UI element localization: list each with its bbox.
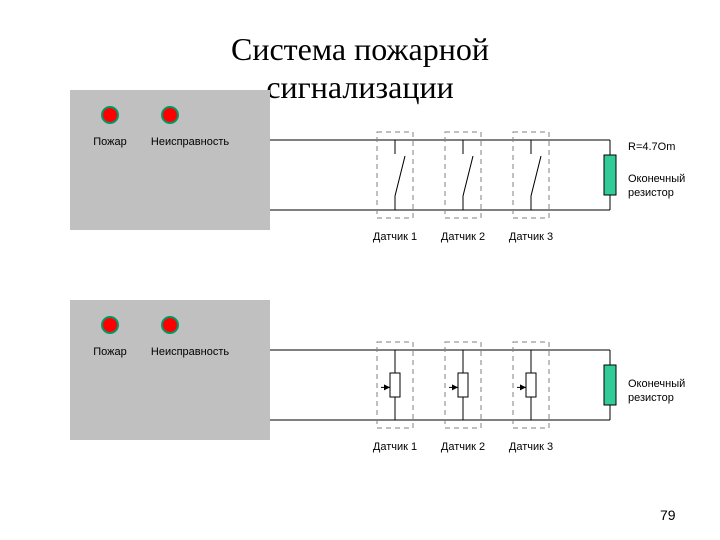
sensor2-body-3	[526, 373, 536, 397]
sensor1-label-1: Датчик 1	[373, 231, 417, 243]
page-number: 79	[660, 507, 676, 523]
sensor2-arrow-3	[520, 384, 526, 390]
sensor1-label-2: Датчик 2	[441, 231, 485, 243]
sensor1-switch-3	[531, 156, 541, 196]
end-resistor-label-2a: Оконечный	[628, 378, 685, 390]
sensor2-label-3: Датчик 3	[509, 441, 553, 453]
sensor2-arrow-1	[384, 384, 390, 390]
fault-label-2: Неисправность	[151, 346, 229, 358]
fault-led-2	[162, 317, 178, 333]
sensor2-label-1: Датчик 1	[373, 441, 417, 453]
sensor2-arrow-2	[452, 384, 458, 390]
sensor1-label-3: Датчик 3	[509, 231, 553, 243]
sensor1-switch-2	[463, 156, 473, 196]
fire-led-2	[102, 317, 118, 333]
end-resistor-label-1a: Оконечный	[628, 173, 685, 185]
fault-label-1: Неисправность	[151, 136, 229, 148]
resistor-value-label: R=4.7Om	[628, 141, 675, 153]
fault-led-1	[162, 107, 178, 123]
title-line2: сигнализации	[266, 69, 453, 105]
end-resistor-label-2b: резистор	[628, 392, 674, 404]
sensor2-label-2: Датчик 2	[441, 441, 485, 453]
end-resistor-1	[604, 155, 616, 195]
fire-label-1: Пожар	[93, 136, 127, 148]
sensor1-switch-1	[395, 156, 405, 196]
end-resistor-2	[604, 365, 616, 405]
sensor2-body-2	[458, 373, 468, 397]
sensor2-body-1	[390, 373, 400, 397]
title-line1: Система пожарной	[231, 31, 489, 67]
fire-label-2: Пожар	[93, 346, 127, 358]
fire-led-1	[102, 107, 118, 123]
end-resistor-label-1b: резистор	[628, 187, 674, 199]
